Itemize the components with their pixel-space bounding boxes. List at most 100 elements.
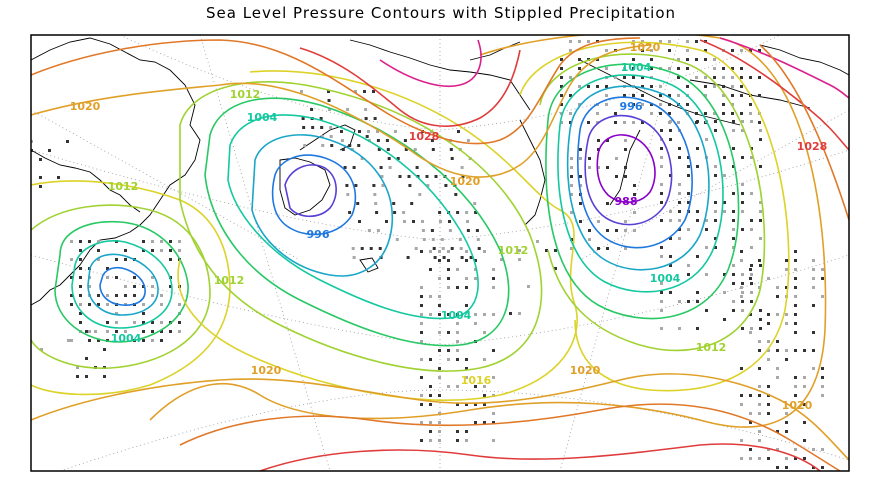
precip-dot: [749, 394, 752, 397]
precip-dot: [354, 184, 358, 187]
precip-dot: [340, 139, 344, 142]
precip-dot: [606, 166, 609, 169]
precip-dot: [447, 385, 450, 388]
isobar-1000-center: [251, 134, 394, 277]
precip-dot: [569, 40, 572, 43]
precip-dot: [633, 184, 636, 187]
precip-dot: [438, 259, 441, 262]
precip-dot: [447, 268, 450, 271]
precip-dot: [686, 58, 689, 61]
precip-dot: [732, 273, 735, 276]
precip-dot: [695, 112, 698, 115]
isobar-1012-right: [539, 53, 766, 352]
precip-dot: [431, 238, 435, 241]
precip-dot: [759, 210, 762, 213]
precip-dot: [641, 85, 644, 88]
precip-dot: [421, 220, 424, 223]
precip-dot: [404, 148, 408, 151]
precip-dot: [678, 201, 681, 204]
precip-dot: [492, 421, 495, 424]
precip-dot: [776, 286, 779, 289]
precip-dot: [429, 295, 432, 298]
precip-dot: [767, 385, 770, 388]
precip-dot: [660, 156, 663, 159]
precip-dot: [803, 421, 806, 424]
precip-dot: [438, 277, 441, 280]
precip-dot: [714, 237, 717, 240]
precip-dot: [678, 210, 681, 213]
precip-dot: [687, 174, 690, 177]
precip-dot: [570, 193, 573, 196]
precip-dot: [758, 412, 761, 415]
precip-dot: [454, 193, 458, 196]
precip-dot: [421, 229, 425, 232]
precip-dot: [133, 285, 136, 288]
precip-dot: [106, 330, 109, 333]
precip-dot: [79, 321, 82, 324]
precip-dot: [447, 358, 450, 361]
precip-dot: [722, 94, 725, 97]
precip-dot: [301, 117, 305, 120]
precip-dot: [151, 294, 154, 297]
precip-dot: [750, 300, 753, 303]
precip-dot: [669, 174, 672, 177]
precip-dot: [696, 120, 699, 123]
precip-dot: [369, 247, 373, 250]
precip-dot: [714, 165, 717, 168]
precip-dot: [614, 76, 617, 79]
precip-dot: [732, 282, 735, 285]
precip-dot: [395, 238, 399, 241]
precip-dot: [329, 135, 333, 138]
precip-dot: [450, 247, 454, 250]
precip-dot: [696, 219, 699, 222]
precip-dot: [812, 331, 815, 334]
precip-dot: [713, 112, 716, 115]
precip-dot: [740, 457, 743, 460]
precip-dot: [803, 376, 806, 379]
precip-dot: [794, 448, 797, 451]
isobar-1000-right: [566, 85, 710, 271]
precip-dot: [560, 76, 563, 79]
precip-dot: [696, 210, 699, 213]
precip-dot: [741, 300, 744, 303]
precip-dot: [750, 273, 753, 276]
precip-dot: [469, 256, 473, 259]
label-1028-mid: 1028: [409, 130, 440, 143]
precip-dot: [677, 76, 680, 79]
precip-dot: [812, 286, 815, 289]
precip-dot: [447, 349, 450, 352]
precip-dot: [570, 211, 573, 214]
precip-dot: [587, 121, 590, 124]
precip-dot: [420, 295, 423, 298]
precip-dot: [732, 129, 735, 132]
precip-dot: [438, 412, 441, 415]
precip-dot: [381, 184, 385, 187]
precip-dot: [632, 67, 635, 70]
precip-dot: [794, 304, 797, 307]
precip-dot: [420, 376, 423, 379]
precip-dot: [732, 237, 735, 240]
precip-dot: [596, 85, 599, 88]
precip-dot: [392, 202, 396, 205]
precip-dot: [732, 264, 735, 267]
precip-dot: [76, 366, 79, 369]
precip-dot: [722, 67, 725, 70]
precip-dot: [103, 348, 106, 351]
precip-dot: [151, 285, 154, 288]
precip-dot: [678, 300, 681, 303]
precip-dot: [142, 285, 145, 288]
precip-dot: [803, 457, 806, 460]
precip-dot: [94, 330, 97, 333]
precip-dot: [741, 156, 744, 159]
precip-dot: [115, 312, 118, 315]
precip-dot: [695, 76, 698, 79]
precip-dot: [633, 211, 636, 214]
precip-dot: [142, 321, 145, 324]
precip-dot: [456, 358, 459, 361]
precip-dot: [776, 430, 779, 433]
precip-dot: [632, 121, 635, 124]
precip-dot: [624, 148, 627, 151]
precip-dot: [483, 358, 486, 361]
precip-dot: [669, 120, 672, 123]
